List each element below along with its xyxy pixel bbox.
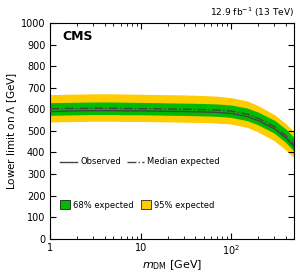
Text: CMS: CMS	[62, 30, 93, 43]
Y-axis label: Lower limit on $\Lambda$ [GeV]: Lower limit on $\Lambda$ [GeV]	[6, 72, 20, 190]
Text: 12.9 fb$^{-1}$ (13 TeV): 12.9 fb$^{-1}$ (13 TeV)	[210, 6, 294, 19]
X-axis label: $m_{\mathrm{DM}}$ [GeV]: $m_{\mathrm{DM}}$ [GeV]	[142, 259, 202, 272]
Legend: 68% expected, 95% expected: 68% expected, 95% expected	[57, 197, 218, 213]
